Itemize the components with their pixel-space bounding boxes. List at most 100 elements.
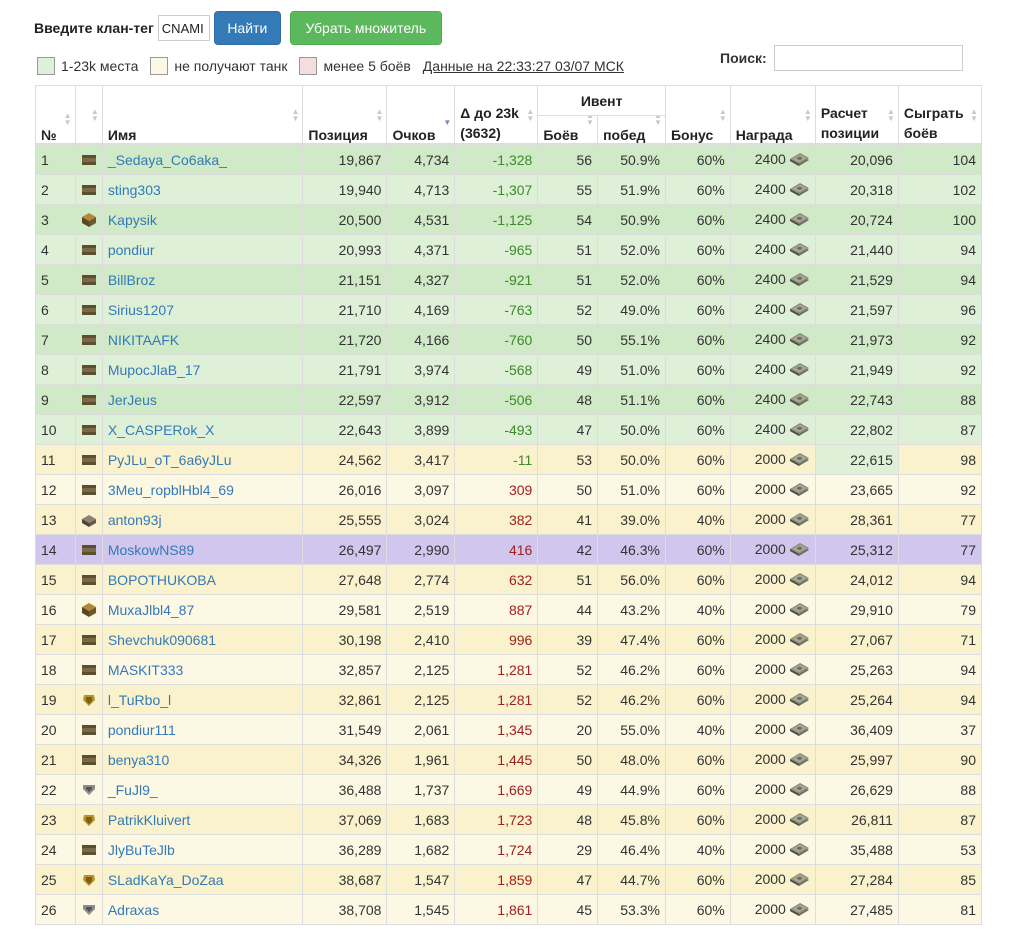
player-name-link[interactable]: PatrikKluivert <box>107 811 191 828</box>
row-number: 15 <box>35 564 76 595</box>
legend-swatch-pink <box>299 57 318 75</box>
reward-value: 2000 <box>754 750 786 767</box>
delta-cell: 632 <box>454 564 539 595</box>
player-name-link[interactable]: BOPOTHUKOBA <box>107 571 216 588</box>
table-row: 6 Sirius1207 21,710 4,169 -763 52 49.0% 60% 2400… <box>35 294 983 325</box>
player-name-cell: pondiur <box>101 234 304 265</box>
wins-cell: 46.3% <box>597 534 666 565</box>
reward-cell: 2400 <box>729 294 816 325</box>
reward-cell: 2000 <box>729 654 816 685</box>
bonus-cell: 60% <box>664 204 731 235</box>
wins-cell: 50.0% <box>597 414 666 445</box>
reward-value: 2400 <box>754 300 786 317</box>
player-name-link[interactable]: Shevchuk090681 <box>107 631 217 648</box>
wins-cell: 46.4% <box>597 834 666 865</box>
search-input[interactable] <box>773 45 963 71</box>
data-timestamp-link[interactable]: Данные на 22:33:27 03/07 МСК <box>422 58 624 74</box>
gold-bars-icon <box>786 331 810 347</box>
gold-bars-icon <box>786 391 810 407</box>
player-name-link[interactable]: Adraxas <box>107 901 160 918</box>
col-wins-header[interactable]: побед ▲ ▼ <box>597 115 666 145</box>
player-name-link[interactable]: l_TuRbo_l <box>107 691 172 708</box>
player-name-link[interactable]: benya310 <box>107 751 170 768</box>
tank-type-icon <box>74 294 103 325</box>
col-play-header[interactable]: Сыграть боёв ▲ ▼ <box>897 85 983 145</box>
points-cell: 4,531 <box>386 204 456 235</box>
player-name-link[interactable]: _Sedaya_Co6aka_ <box>107 151 227 168</box>
player-name-link[interactable]: anton93j <box>107 511 162 528</box>
table-row: 10 X_CASPERok_X 22,643 3,899 -493 47 50.0% 60% 2… <box>35 414 983 445</box>
col-num-header[interactable]: № ▲ ▼ <box>35 85 76 145</box>
delta-cell: -965 <box>454 234 539 265</box>
wins-cell: 50.9% <box>597 143 666 175</box>
gold-bars-icon <box>786 241 810 257</box>
player-name-link[interactable]: MupocJlaB_17 <box>107 361 201 378</box>
player-name-link[interactable]: JerJeus <box>107 391 157 408</box>
sort-icon: ▲ ▼ <box>375 107 384 123</box>
player-name-link[interactable]: BillBroz <box>107 271 156 288</box>
col-points-header[interactable]: Очков ▼ <box>386 85 456 145</box>
player-name-cell: _FuJl9_ <box>101 774 304 805</box>
reward-value: 2000 <box>754 450 786 467</box>
row-number: 14 <box>35 534 76 565</box>
player-name-link[interactable]: pondiur <box>107 241 155 258</box>
reward-cell: 2400 <box>729 414 816 445</box>
player-name-link[interactable]: pondiur111 <box>107 721 176 738</box>
find-button[interactable]: Найти <box>213 11 281 45</box>
position-cell: 32,861 <box>302 684 388 715</box>
table-row: 8 MupocJlaB_17 21,791 3,974 -568 49 51.0% 60% 24… <box>35 354 983 385</box>
player-name-link[interactable]: Kapysik <box>107 211 157 228</box>
play-battles-cell: 94 <box>897 264 983 295</box>
battles-cell: 45 <box>537 894 599 925</box>
col-calc-header[interactable]: Расчет позиции ▲ ▼ <box>814 85 899 145</box>
remove-multiplier-button[interactable]: Убрать множитель <box>289 11 442 45</box>
col-reward-header[interactable]: Награда ▲ ▼ <box>729 85 816 145</box>
play-battles-cell: 71 <box>897 624 983 655</box>
player-name-cell: Adraxas <box>101 894 304 925</box>
gold-bars-icon <box>786 631 810 647</box>
player-name-link[interactable]: MASKIT333 <box>107 661 184 678</box>
col-delta-header[interactable]: Δ до 23k (3632) ▲ ▼ <box>454 85 539 145</box>
wins-cell: 55.1% <box>597 324 666 355</box>
calc-position-cell: 22,743 <box>814 384 899 415</box>
delta-cell: 887 <box>454 594 539 625</box>
player-name-link[interactable]: MuxaJlbl4_87 <box>107 601 195 618</box>
clan-toolbar: Введите клан-тег Найти Убрать множитель <box>34 11 442 45</box>
player-name-link[interactable]: X_CASPERok_X <box>107 421 215 438</box>
bonus-cell: 60% <box>664 143 731 175</box>
clan-tag-input[interactable] <box>157 15 210 41</box>
wins-cell: 51.0% <box>597 354 666 385</box>
position-cell: 31,549 <box>302 714 388 745</box>
player-name-link[interactable]: JlyBuTeJlb <box>107 841 175 858</box>
col-name-header[interactable]: Имя ▲ ▼ <box>101 85 304 145</box>
points-cell: 4,371 <box>386 234 456 265</box>
player-name-link[interactable]: 3Meu_ropblHbl4_69 <box>107 481 234 498</box>
calc-position-cell: 24,012 <box>814 564 899 595</box>
calc-position-cell: 21,597 <box>814 294 899 325</box>
col-battles-header[interactable]: Боёв ▲ ▼ <box>537 115 599 145</box>
table-row: 9 JerJeus 22,597 3,912 -506 48 51.1% 60% 2400 22,… <box>35 384 983 415</box>
row-number: 6 <box>35 294 76 325</box>
reward-cell: 2000 <box>729 684 816 715</box>
tank-type-icon <box>74 864 103 895</box>
calc-position-cell: 20,724 <box>814 204 899 235</box>
tank-type-icon <box>74 384 103 415</box>
table-row: 14 MoskowNS89 26,497 2,990 416 42 46.3% 60% 2000… <box>35 534 983 565</box>
col-bonus-header[interactable]: Бонус ▲ ▼ <box>664 85 731 145</box>
play-battles-cell: 88 <box>897 384 983 415</box>
col-position-header[interactable]: Позиция ▲ ▼ <box>302 85 388 145</box>
player-name-link[interactable]: MoskowNS89 <box>107 541 195 558</box>
bonus-cell: 40% <box>664 504 731 535</box>
player-name-link[interactable]: NIKITAAFK <box>107 331 180 348</box>
points-cell: 2,990 <box>386 534 456 565</box>
sort-icon: ▲ ▼ <box>654 115 662 127</box>
table-row: 15 BOPOTHUKOBA 27,648 2,774 632 51 56.0% 60% 200… <box>35 564 983 595</box>
player-name-link[interactable]: PyJLu_oT_6a6yJLu <box>107 451 232 468</box>
player-name-link[interactable]: Sirius1207 <box>107 301 174 318</box>
tank-type-icon <box>74 624 103 655</box>
delta-cell: 309 <box>454 474 539 505</box>
player-name-link[interactable]: _FuJl9_ <box>107 781 158 798</box>
player-name-link[interactable]: SLadKaYa_DoZaa <box>107 871 224 888</box>
col-tank-header[interactable]: ▲ ▼ <box>74 85 103 145</box>
player-name-link[interactable]: sting303 <box>107 181 161 198</box>
